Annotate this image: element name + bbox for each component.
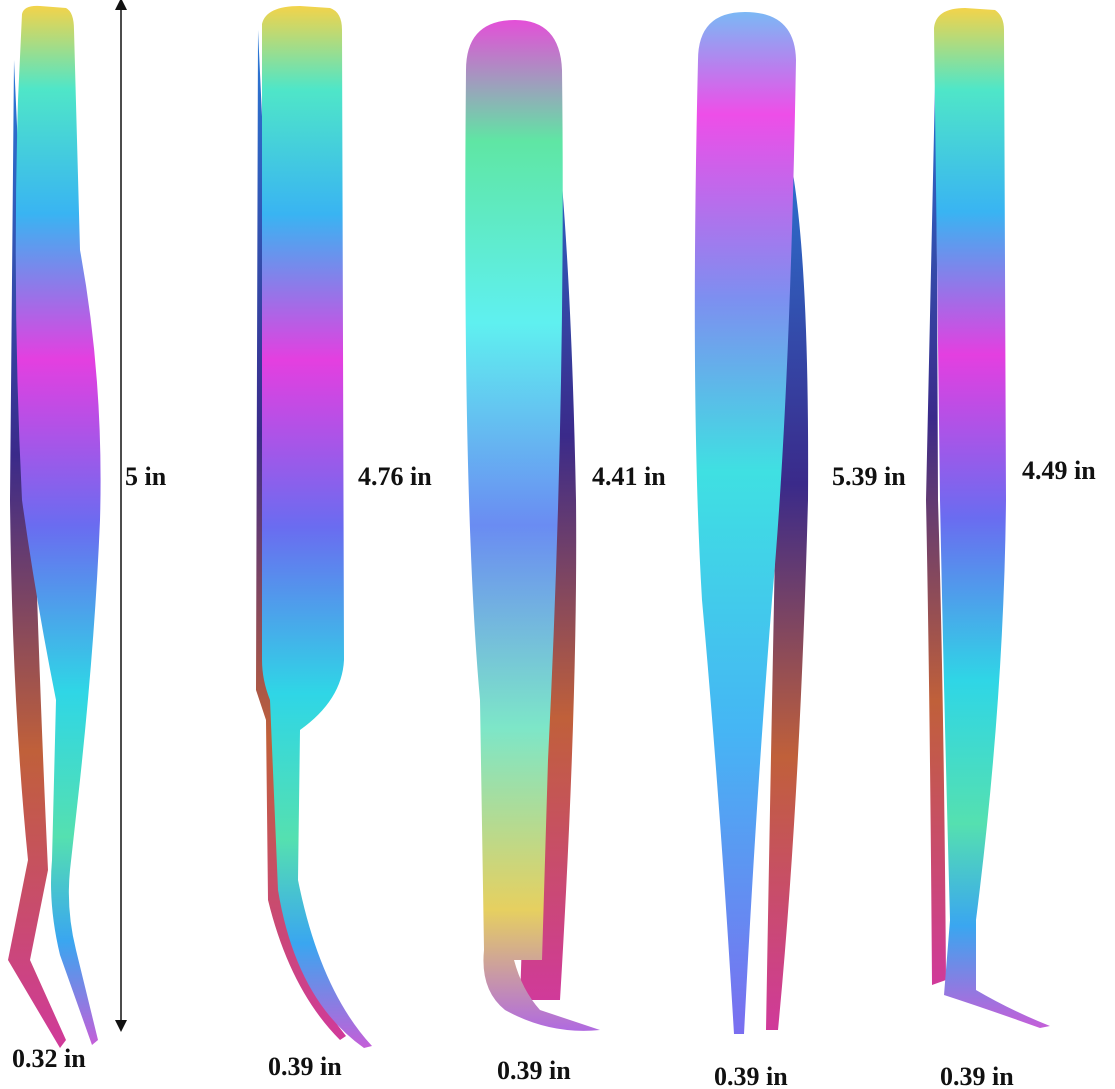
- tweezer-1: [8, 0, 127, 1048]
- tip-label: 0.39 in: [940, 1062, 1014, 1089]
- tweezer-5: [926, 8, 1050, 1028]
- tip-label: 0.39 in: [714, 1062, 788, 1089]
- tweezer-3: [465, 20, 600, 1031]
- tip-label: 0.39 in: [497, 1056, 571, 1085]
- length-label: 4.41 in: [592, 462, 666, 491]
- length-label: 5 in: [125, 462, 167, 491]
- tip-label: 0.32 in: [12, 1044, 86, 1073]
- tip-label: 0.39 in: [268, 1052, 342, 1081]
- tweezer-4: [694, 12, 809, 1034]
- length-label: 4.76 in: [358, 462, 432, 491]
- tweezer-2: [256, 6, 372, 1048]
- length-label: 4.49 in: [1022, 456, 1096, 485]
- length-label: 5.39 in: [832, 462, 906, 491]
